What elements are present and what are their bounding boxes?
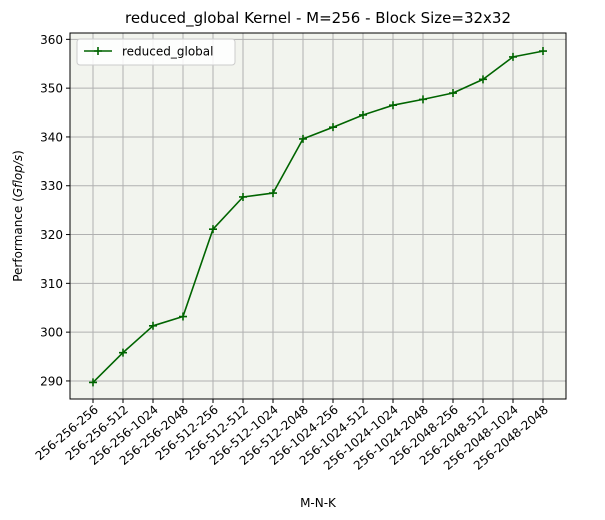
data-point-marker [329,123,337,132]
y-axis-label-suffix: ) [11,150,25,155]
series-layer [89,47,547,387]
legend-box [76,38,236,66]
y-tick-label: 290 [40,374,63,388]
y-axis-label: Performance (Gflop/s) [11,150,25,282]
data-point-marker [539,47,547,56]
y-tick-label: 360 [40,33,63,47]
data-point-marker [299,134,307,143]
data-point-marker [269,189,277,198]
x-axis-ticks: 256-256-256256-256-512256-256-1024256-25… [33,399,551,473]
y-tick-label: 350 [40,82,63,96]
y-axis-ticks: 290 300 310 320 330 340 350 360 [40,33,70,388]
data-point-marker [419,95,427,104]
data-point-marker [479,75,487,84]
legend-marker-sample [94,47,102,55]
y-tick-label: 320 [40,228,63,242]
legend: reduced_global [76,38,236,66]
legend-label: reduced_global [122,45,213,59]
data-point-marker [359,110,367,119]
series-line [92,50,544,383]
data-point-marker [149,321,157,330]
chart-title: reduced_global Kernel - M=256 - Block Si… [125,9,511,28]
data-point-marker [239,192,247,201]
y-tick-label: 300 [40,326,63,340]
data-point-marker [209,225,217,234]
data-point-marker [89,378,97,387]
data-point-marker [179,312,187,321]
y-tick-label: 330 [40,179,63,193]
data-point-marker [119,348,127,357]
y-tick-label: 310 [40,277,63,291]
data-point-marker [389,101,397,110]
data-point-marker [509,52,517,61]
y-axis-label-unit: Gflop/s [11,155,25,197]
y-axis-label-prefix: Performance ( [11,197,25,282]
y-tick-label: 340 [40,130,63,144]
x-axis-label: M-N-K [300,496,337,510]
data-point-marker [449,89,457,98]
plot-frame [69,32,567,400]
